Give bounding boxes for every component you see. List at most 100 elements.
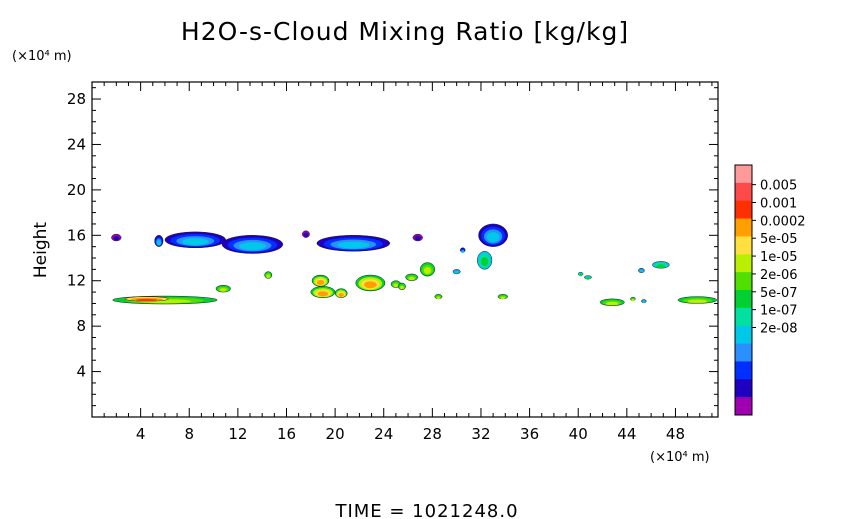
x-tick-label: 8 — [184, 425, 194, 443]
cloud-region — [316, 235, 391, 252]
colorbar-segment — [735, 325, 752, 344]
x-tick-label: 24 — [374, 425, 393, 443]
cloud-region — [478, 223, 508, 247]
cloud-region — [264, 271, 273, 279]
colorbar-label: 1e-07 — [760, 304, 798, 319]
cloud-region — [419, 262, 436, 277]
cloud-region-layer — [316, 280, 325, 286]
x-tick-label: 20 — [326, 425, 345, 443]
y-tick-label: 20 — [67, 181, 86, 199]
colorbar-frame — [734, 164, 753, 416]
cloud-region-layer — [436, 296, 441, 300]
cloud-region — [434, 294, 443, 300]
cloud-regions — [111, 223, 718, 306]
cloud-region-layer — [337, 241, 370, 249]
x-axis-unit: (×10⁴ m) — [650, 450, 710, 465]
cloud-region — [111, 233, 122, 242]
colorbar-segment — [735, 218, 752, 237]
colorbar-label: 5e-07 — [760, 286, 798, 301]
chart-title: H2O-s-Cloud Mixing Ratio [kg/kg] — [181, 17, 629, 46]
cloud-region — [310, 286, 336, 299]
cloud-region-layer — [182, 238, 209, 246]
x-tick-label: 48 — [666, 425, 685, 443]
cloud-region-layer — [414, 236, 421, 241]
cloud-region — [405, 273, 419, 281]
cloud-region-layer — [461, 250, 464, 254]
cloud-region-layer — [239, 242, 266, 251]
cloud-region-layer — [486, 232, 500, 243]
colorbar-segment — [735, 182, 752, 202]
x-tick-label: 36 — [520, 425, 539, 443]
cloud-region — [124, 296, 169, 302]
cloud-region — [641, 299, 647, 304]
cloud-region — [154, 235, 164, 247]
cloud-region-layer — [408, 276, 415, 281]
y-tick-label: 28 — [67, 90, 86, 108]
cloud-region — [221, 235, 284, 254]
plot-frame — [91, 81, 719, 418]
colorbar-segment — [735, 254, 752, 273]
colorbar-label: 0.005 — [760, 179, 797, 194]
y-axis-unit: (×10⁴ m) — [12, 49, 72, 64]
colorbar-label: 5e-05 — [760, 232, 798, 247]
colorbar-segment — [735, 272, 752, 291]
cloud-region — [355, 274, 386, 292]
cloud-region-layer — [480, 256, 489, 267]
x-tick-label: 4 — [136, 425, 146, 443]
cloud-region — [164, 231, 226, 249]
cloud-region — [398, 282, 406, 291]
colorbar-label: 2e-08 — [760, 322, 798, 337]
colorbar-label: 1e-05 — [760, 250, 798, 265]
cloud-region-layer — [113, 236, 120, 241]
cloud-region-layer — [579, 273, 582, 277]
cloud-region-layer — [156, 240, 161, 246]
cloud-region — [334, 288, 348, 299]
cloud-region-layer — [338, 293, 344, 298]
cloud-region — [497, 294, 508, 300]
x-tick-label: 12 — [228, 425, 247, 443]
cloud-region-layer — [303, 232, 309, 237]
cloud-region-layer — [363, 281, 377, 289]
colorbar-segment — [735, 379, 752, 398]
x-tick-label: 16 — [277, 425, 296, 443]
cloud-region — [215, 285, 231, 293]
cloud-region-layer — [423, 267, 432, 274]
colorbar-label: 2e-06 — [760, 268, 798, 283]
cloud-region-layer — [656, 264, 666, 268]
colorbar: 0.005 0.001 0.0002 5e-05 1e-05 2e-06 5e-07 1e-0… — [734, 164, 806, 416]
colorbar-segment — [735, 165, 752, 184]
cloud-region-layer — [642, 300, 646, 303]
cloud-region-layer — [266, 274, 271, 278]
y-tick-label: 24 — [67, 135, 86, 153]
x-tick-label: 32 — [471, 425, 490, 443]
cloud-region — [302, 230, 310, 238]
cloud-region — [638, 267, 645, 274]
cloud-region — [630, 296, 636, 302]
colorbar-segment — [735, 307, 752, 327]
cloud-region — [311, 274, 330, 287]
cloud-region — [577, 271, 584, 277]
cloud-region-layer — [135, 298, 158, 302]
cloud-region — [599, 298, 625, 306]
cloud-region-layer — [393, 283, 399, 288]
colorbar-segment — [735, 200, 752, 219]
colorbar-label: 0.001 — [760, 197, 797, 212]
cloud-region-layer — [219, 288, 227, 292]
cloud-region-layer — [687, 299, 708, 303]
colorbar-segment — [735, 236, 752, 255]
time-label: TIME = 1021248.0 — [334, 501, 518, 519]
cloud-region — [452, 269, 461, 275]
cloud-region-layer — [639, 269, 644, 273]
y-tick-label: 12 — [67, 272, 86, 290]
y-tick-label: 4 — [76, 363, 86, 381]
y-tick-label: 16 — [67, 226, 86, 244]
x-tick-label: 40 — [569, 425, 588, 443]
cloud-region-layer — [454, 270, 459, 274]
colorbar-segment — [735, 343, 752, 362]
colorbar-segment — [735, 290, 752, 309]
x-tick-label: 28 — [423, 425, 442, 443]
y-axis-label: Height — [31, 222, 51, 279]
y-tick-label: 8 — [76, 317, 86, 335]
